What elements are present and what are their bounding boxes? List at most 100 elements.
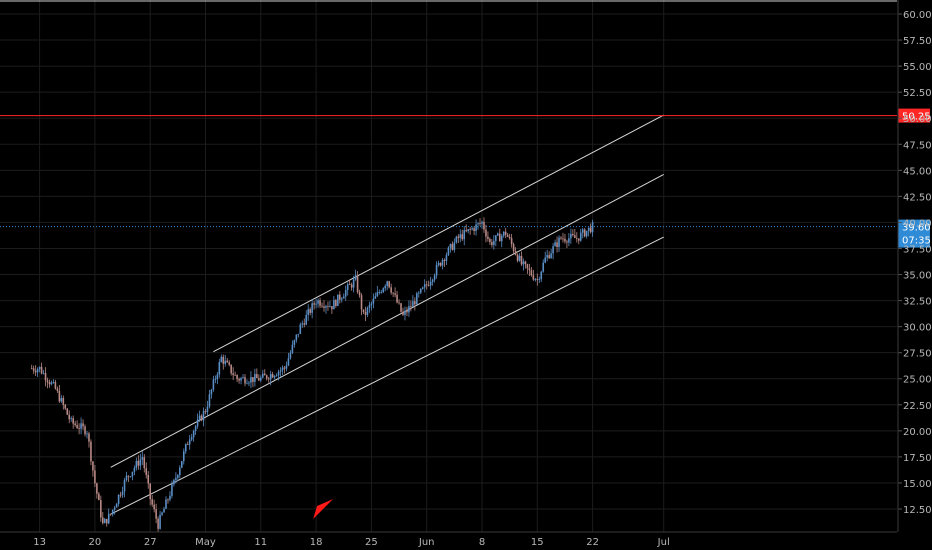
candle-body <box>234 374 236 376</box>
candle-body <box>331 306 333 310</box>
candle-body <box>295 334 298 341</box>
candle-body <box>514 250 517 255</box>
candle-body <box>321 305 323 307</box>
candle-body <box>506 234 509 237</box>
candle-body <box>230 364 232 374</box>
candle-body <box>398 302 400 304</box>
candle-body <box>530 270 533 276</box>
y-tick-label: 25.00 <box>903 375 932 386</box>
candle-body <box>109 513 112 515</box>
candle-body <box>283 367 286 369</box>
candle-body <box>512 244 515 251</box>
candle-body <box>344 289 347 297</box>
x-tick-label: 27 <box>144 537 157 548</box>
candle-body <box>402 311 404 315</box>
candle-body <box>485 229 487 237</box>
candle-body <box>546 255 548 258</box>
candle-body <box>145 468 148 476</box>
candle-body <box>48 382 51 385</box>
candle-body <box>188 439 191 445</box>
candle-body <box>74 423 76 426</box>
candle-body <box>40 366 43 374</box>
x-tick-label: 18 <box>310 537 323 548</box>
candle-body <box>319 300 321 306</box>
candle-body <box>585 230 588 237</box>
candle-body <box>340 298 343 300</box>
candle-body <box>483 221 485 230</box>
candle-body <box>102 517 104 524</box>
candle-body <box>374 296 377 299</box>
y-tick-label: 52.50 <box>903 88 932 99</box>
candle-body <box>113 507 116 510</box>
candle-body <box>560 237 562 239</box>
candle-body <box>495 235 497 241</box>
candle-body <box>194 426 197 431</box>
candle-body <box>186 444 189 445</box>
candle-body <box>406 310 408 313</box>
candle-body <box>121 491 124 496</box>
candle-body <box>60 398 63 402</box>
candle-body <box>591 222 594 233</box>
candle-body <box>558 237 560 247</box>
candle-body <box>510 238 513 245</box>
candle-body <box>244 377 246 384</box>
candle-body <box>469 229 471 230</box>
candle-body <box>583 229 586 237</box>
candle-body <box>504 231 507 235</box>
candle-body <box>441 259 444 266</box>
candle-body <box>34 370 37 373</box>
candle-body <box>297 333 300 335</box>
candle-body <box>451 244 454 250</box>
y-tick-label: 12.50 <box>903 505 932 516</box>
candle-body <box>500 235 503 242</box>
candle-body <box>390 287 392 293</box>
candle-body <box>556 242 558 247</box>
candle-body <box>228 362 230 365</box>
candle-body <box>589 227 592 233</box>
x-tick-label: 13 <box>33 537 46 548</box>
candle-body <box>477 223 479 225</box>
y-tick-label: 57.50 <box>903 36 932 47</box>
candle-body <box>323 306 325 308</box>
candle-body <box>192 430 195 438</box>
y-tick-label: 37.50 <box>903 244 932 255</box>
candle-body <box>498 233 501 242</box>
candle-body <box>449 244 452 248</box>
candle-body <box>171 484 173 496</box>
candle-body <box>149 483 151 500</box>
candle-body <box>309 309 311 313</box>
candle-body <box>461 234 464 240</box>
candle-body <box>137 460 140 466</box>
candle-body <box>224 360 227 364</box>
horizontal-lines[interactable]: 50.25 39.60 07:35 <box>0 108 931 248</box>
candle-body <box>212 379 215 390</box>
candle-body <box>208 394 211 407</box>
candle-body <box>548 255 550 259</box>
candle-body <box>179 467 181 476</box>
candle-body <box>250 377 252 383</box>
x-tick-label: 8 <box>479 537 485 548</box>
candle-body <box>86 433 88 435</box>
candle-body <box>119 494 122 496</box>
candle-body <box>184 444 187 452</box>
candle-body <box>125 475 128 481</box>
candle-body <box>226 360 229 363</box>
y-tick-label: 50.00 <box>903 114 932 125</box>
candle-body <box>481 221 483 224</box>
candle-body <box>181 461 183 468</box>
candle-body <box>135 460 138 468</box>
candle-body <box>502 231 505 236</box>
candle-body <box>287 358 290 366</box>
candle-body <box>455 236 458 243</box>
candle-body <box>516 254 519 261</box>
candle-body <box>267 378 270 380</box>
candle-body <box>524 261 527 265</box>
candle-body <box>165 499 167 509</box>
candle-body <box>240 378 242 381</box>
candle-body <box>473 228 475 232</box>
candle-body <box>463 230 466 240</box>
y-tick-label: 17.50 <box>903 453 932 464</box>
x-tick-label: 20 <box>89 537 102 548</box>
candle-body <box>437 262 440 265</box>
